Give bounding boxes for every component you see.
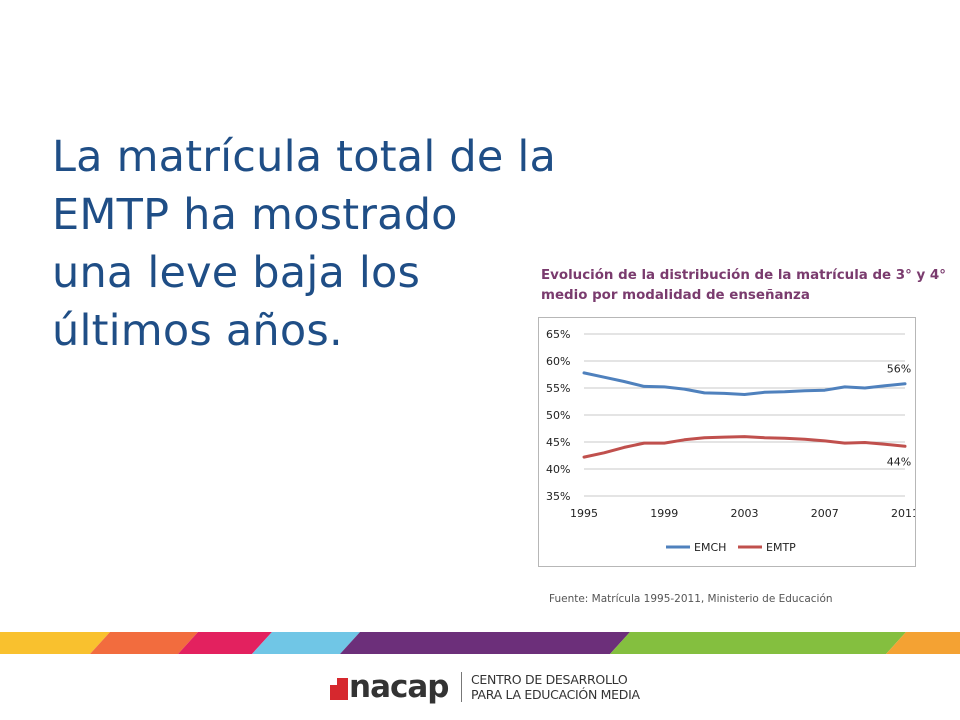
end-data-label: 44% <box>887 455 911 468</box>
chart-frame: 65% 60% 55% 50% 45% 40% 35% 1995 1999 2003 2007 201… <box>538 317 916 567</box>
logo-divider <box>461 672 462 702</box>
y-tick-label: 60% <box>546 355 570 368</box>
headline-line: EMTP ha mostrado <box>52 190 458 240</box>
line-chart: 65% 60% 55% 50% 45% 40% 35%1995 1999 2003 2007 201… <box>546 328 915 554</box>
headline-line: últimos años. <box>52 306 343 356</box>
series-line-emtp <box>582 435 907 459</box>
chart-title: Evolución de la distribución de la matrí… <box>541 266 960 306</box>
x-tick-label: 2011 <box>891 507 915 520</box>
headline-line: La matrícula total de la <box>52 132 557 182</box>
x-tick-label: 2007 <box>811 507 839 520</box>
end-data-label: 56% <box>887 363 911 376</box>
y-tick-label: 40% <box>546 463 570 476</box>
chart-title-line: Evolución de la distribución de la matrí… <box>541 268 946 283</box>
series-line-emch <box>582 371 907 396</box>
y-tick-label: 65% <box>546 328 570 341</box>
x-tick-label: 1999 <box>650 507 678 520</box>
stripe-segment <box>886 632 960 654</box>
legend-label: EMCH <box>694 541 726 554</box>
inacap-logo-icon <box>330 678 348 700</box>
logo-text: CENTRO DE DESARROLLO PARA LA EDUCACIÓN M… <box>471 672 640 702</box>
legend-label: EMTP <box>766 541 796 554</box>
footer-logo-bar <box>0 654 960 720</box>
headline: La matrícula total de la EMTP ha mostrad… <box>52 128 632 360</box>
chart-title-line: medio por modalidad de enseñanza <box>541 288 810 303</box>
logo-wordmark: nacap <box>349 669 449 705</box>
headline-line: una leve baja los <box>52 248 421 298</box>
y-tick-label: 35% <box>546 490 570 503</box>
x-tick-label: 1995 <box>570 507 598 520</box>
color-stripe <box>0 632 960 654</box>
stripe-segment <box>252 632 360 654</box>
stripe-segment <box>90 632 198 654</box>
y-tick-label: 50% <box>546 409 570 422</box>
source-note: Fuente: Matrícula 1995-2011, Ministerio … <box>549 593 833 605</box>
stripe-segment <box>340 632 630 654</box>
x-tick-label: 2003 <box>731 507 759 520</box>
logo-text-line: CENTRO DE DESARROLLO <box>471 672 628 687</box>
stripe-segment <box>178 632 272 654</box>
y-tick-label: 55% <box>546 382 570 395</box>
y-tick-label: 45% <box>546 436 570 449</box>
logo-text-line: PARA LA EDUCACIÓN MEDIA <box>471 687 640 702</box>
stripe-segment <box>610 632 906 654</box>
stripe-segment <box>0 632 110 654</box>
